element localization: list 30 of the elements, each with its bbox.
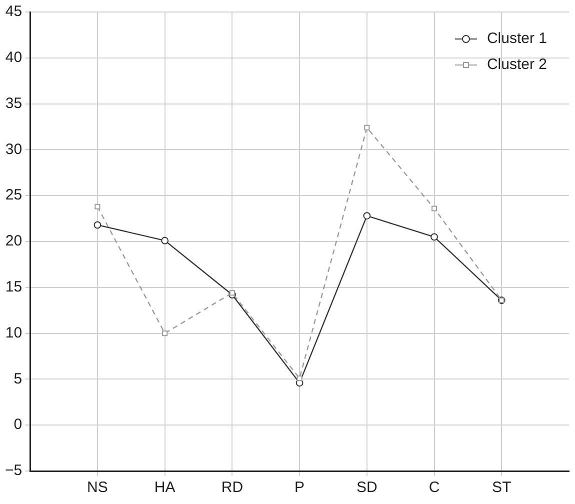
y-tick-label: 40 (5, 49, 22, 66)
x-tick-label: NS (87, 479, 108, 496)
y-tick-label: −5 (4, 462, 22, 480)
y-tick-label: 0 (14, 416, 22, 434)
y-tick-label: 10 (5, 324, 22, 342)
x-tick-label: HA (154, 479, 176, 496)
point (162, 330, 168, 336)
x-tick-label: P (294, 479, 305, 496)
point (94, 221, 102, 229)
point (229, 290, 235, 296)
y-tick-label: 25 (5, 186, 22, 204)
x-tick-label: SD (356, 479, 378, 496)
y-tick-label: 30 (5, 140, 22, 158)
y-tick-label: 5 (14, 370, 22, 388)
y-tick-label: 45 (5, 3, 22, 20)
point (430, 233, 438, 241)
point (363, 212, 371, 220)
point (432, 206, 438, 212)
x-tick-label: C (428, 479, 440, 496)
legend-label: Cluster 2 (486, 56, 548, 74)
y-tick-label: 35 (5, 94, 22, 112)
x-tick-label: RD (221, 479, 244, 496)
x-tick-label: ST (492, 479, 512, 496)
point (94, 204, 100, 210)
y-tick-label: 15 (5, 278, 22, 296)
point (364, 124, 370, 130)
legend-label: Cluster 1 (486, 30, 548, 48)
point (161, 236, 169, 244)
point (296, 376, 302, 382)
y-tick-label: 20 (5, 232, 22, 250)
